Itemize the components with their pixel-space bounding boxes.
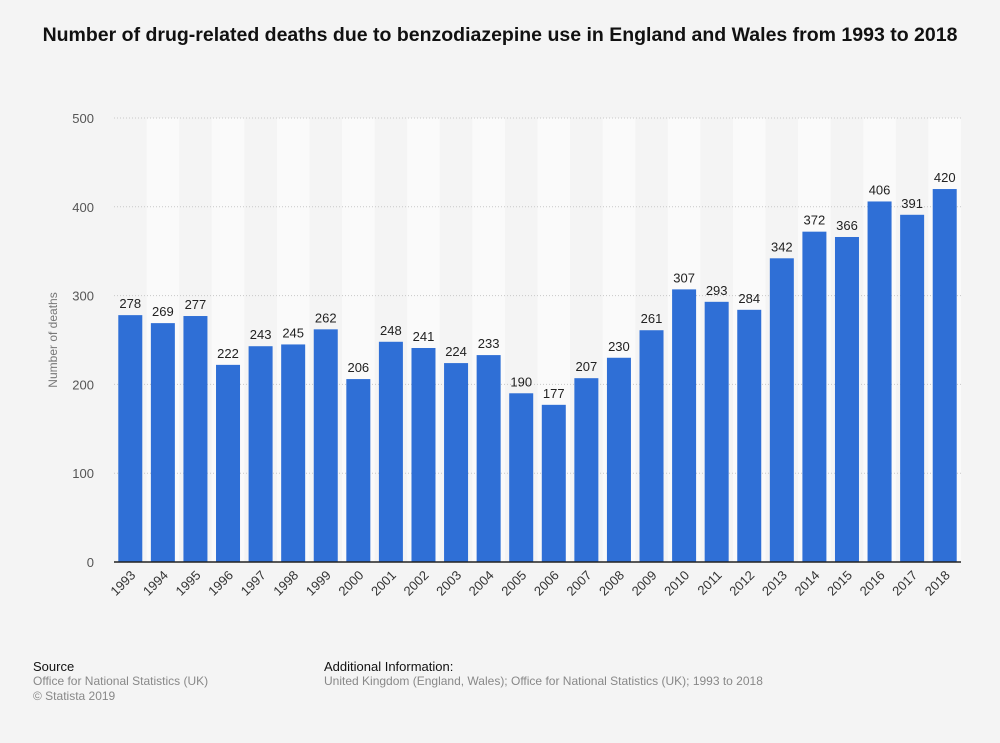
bar bbox=[672, 289, 697, 562]
data-label: 224 bbox=[445, 344, 467, 359]
x-tick-label: 2009 bbox=[629, 568, 660, 599]
x-tick-label: 2006 bbox=[531, 568, 562, 599]
source-heading: Source bbox=[33, 659, 75, 674]
bar bbox=[704, 301, 729, 562]
bar bbox=[574, 378, 599, 562]
bar bbox=[606, 357, 631, 562]
bar bbox=[737, 309, 762, 562]
x-tick-label: 2008 bbox=[596, 568, 627, 599]
x-tick-label: 2015 bbox=[824, 568, 855, 599]
bar bbox=[509, 393, 534, 562]
x-tick-label: 1993 bbox=[107, 568, 138, 599]
x-tick-label: 2007 bbox=[563, 568, 594, 599]
y-axis-label: Number of deaths bbox=[46, 292, 60, 387]
data-label: 248 bbox=[380, 323, 402, 338]
bar bbox=[541, 404, 566, 562]
data-label: 206 bbox=[347, 360, 369, 375]
x-tick-label: 2000 bbox=[335, 568, 366, 599]
x-tick-label: 1998 bbox=[270, 568, 301, 599]
bar bbox=[411, 347, 436, 562]
bar bbox=[932, 189, 957, 563]
x-tick-label: 1994 bbox=[140, 568, 171, 599]
data-label: 284 bbox=[738, 291, 760, 306]
data-label: 366 bbox=[836, 218, 858, 233]
y-tick-label: 100 bbox=[72, 466, 94, 481]
data-label: 277 bbox=[185, 297, 207, 312]
additional-info-block: Additional Information: United Kingdom (… bbox=[324, 659, 763, 689]
bar bbox=[639, 330, 664, 562]
data-label: 230 bbox=[608, 339, 630, 354]
data-label: 245 bbox=[282, 325, 304, 340]
bar bbox=[150, 323, 175, 562]
x-tick-label: 1997 bbox=[238, 568, 269, 599]
x-tick-label: 2016 bbox=[857, 568, 888, 599]
chart-title: Number of drug-related deaths due to ben… bbox=[42, 24, 958, 46]
bar bbox=[476, 355, 501, 562]
bar bbox=[834, 236, 859, 562]
data-label: 222 bbox=[217, 346, 239, 361]
bar bbox=[378, 341, 403, 562]
x-tick-label: 1996 bbox=[205, 568, 236, 599]
bar bbox=[216, 364, 241, 562]
x-tick-label: 2011 bbox=[694, 568, 724, 598]
y-tick-label: 0 bbox=[87, 555, 94, 570]
bar bbox=[118, 315, 143, 562]
y-tick-label: 300 bbox=[72, 289, 94, 304]
data-label: 177 bbox=[543, 386, 565, 401]
data-label: 293 bbox=[706, 283, 728, 298]
bar bbox=[769, 258, 794, 562]
x-tick-label: 2017 bbox=[889, 568, 920, 599]
bar bbox=[900, 214, 925, 563]
x-tick-label: 2018 bbox=[922, 568, 953, 599]
source-block: Source Office for National Statistics (U… bbox=[33, 659, 208, 704]
x-tick-label: 2002 bbox=[401, 568, 432, 599]
copyright-line: © Statista 2019 bbox=[33, 689, 116, 703]
data-label: 269 bbox=[152, 304, 174, 319]
x-tick-label: 2005 bbox=[498, 568, 529, 599]
bar-chart: 0 100 200 300 400 500 Number of deaths 278 1993 2… bbox=[46, 111, 961, 599]
data-label: 261 bbox=[641, 311, 663, 326]
x-tick-label: 2010 bbox=[661, 568, 692, 599]
data-label: 243 bbox=[250, 327, 272, 342]
data-label: 207 bbox=[576, 359, 598, 374]
data-label: 406 bbox=[869, 182, 891, 197]
info-heading: Additional Information: bbox=[324, 659, 454, 674]
bar bbox=[444, 363, 469, 562]
info-text: United Kingdom (England, Wales); Office … bbox=[324, 674, 763, 688]
x-tick-label: 1999 bbox=[303, 568, 334, 599]
x-tick-label: 2012 bbox=[726, 568, 757, 599]
y-tick-label: 500 bbox=[72, 111, 94, 126]
bar bbox=[313, 329, 338, 562]
bar bbox=[281, 344, 306, 562]
data-label: 233 bbox=[478, 336, 500, 351]
y-tick-label: 400 bbox=[72, 200, 94, 215]
x-tick-label: 2014 bbox=[791, 568, 822, 599]
x-tick-label: 2001 bbox=[368, 568, 399, 599]
data-label: 278 bbox=[119, 296, 141, 311]
data-label: 190 bbox=[510, 374, 532, 389]
data-label: 307 bbox=[673, 270, 695, 285]
bar bbox=[346, 379, 371, 562]
x-tick-label: 2003 bbox=[433, 568, 464, 599]
data-label: 372 bbox=[804, 213, 826, 228]
x-tick-label: 1995 bbox=[173, 568, 204, 599]
x-tick-label: 2004 bbox=[466, 568, 497, 599]
data-label: 391 bbox=[901, 196, 923, 211]
data-label: 420 bbox=[934, 170, 956, 185]
source-line[interactable]: Office for National Statistics (UK) bbox=[33, 674, 209, 688]
data-label: 262 bbox=[315, 310, 337, 325]
bar bbox=[867, 201, 892, 563]
y-tick-label: 200 bbox=[72, 377, 94, 392]
x-tick-label: 2013 bbox=[759, 568, 790, 599]
bar bbox=[802, 231, 827, 562]
data-label: 342 bbox=[771, 239, 793, 254]
bar bbox=[183, 316, 208, 562]
bar bbox=[248, 346, 273, 562]
data-label: 241 bbox=[413, 329, 435, 344]
